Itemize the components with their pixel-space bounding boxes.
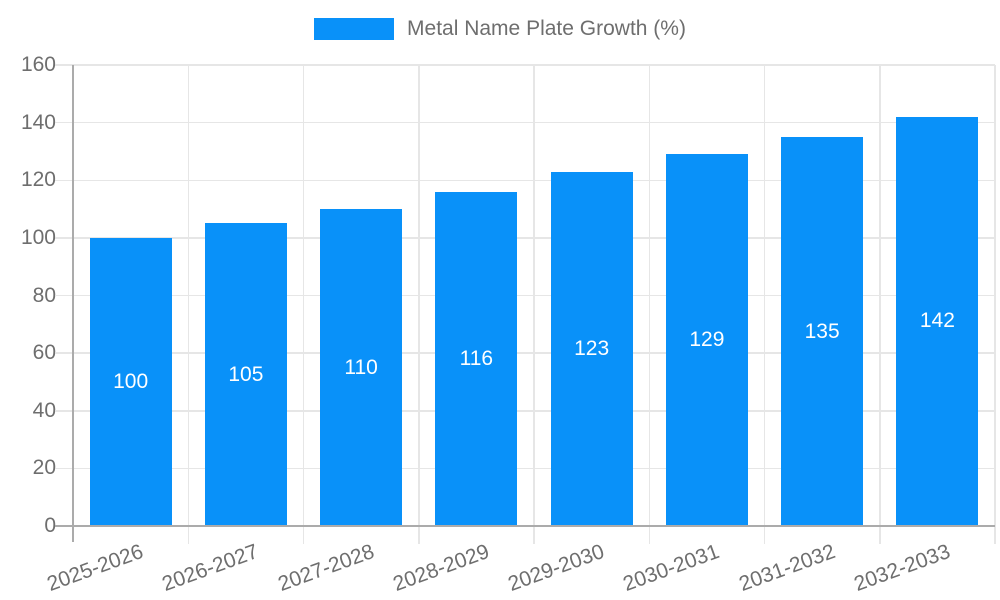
gridline-horizontal <box>55 410 995 412</box>
gridline-horizontal <box>55 64 995 66</box>
x-tick-label: 2026-2027 <box>159 540 262 596</box>
x-tick-label: 2031-2032 <box>735 540 838 596</box>
gridline-horizontal <box>55 294 995 297</box>
x-tick-label: 2029-2030 <box>505 540 608 596</box>
bar-value-label: 110 <box>344 355 378 379</box>
gridline-horizontal <box>55 352 995 354</box>
y-tick-label: 100 <box>20 225 56 249</box>
bar[interactable]: 142 <box>896 116 979 526</box>
x-axis-line <box>55 525 995 527</box>
y-tick-label: 140 <box>20 110 56 134</box>
y-tick-label: 40 <box>32 398 56 422</box>
gridline-vertical <box>533 65 535 544</box>
x-tick-label: 2027-2028 <box>274 540 377 596</box>
gridline-horizontal <box>55 179 995 181</box>
x-axis-labels: 2025-2026 2026-2027 2027-2028 2028-2029 2029… <box>0 540 1000 600</box>
bar[interactable]: 105 <box>204 223 287 526</box>
gridline-vertical <box>648 65 650 544</box>
y-tick-label: 160 <box>20 53 56 76</box>
y-tick-label: 120 <box>20 168 56 192</box>
bar-value-label: 116 <box>459 346 494 370</box>
legend[interactable]: Metal Name Plate Growth (%) <box>0 17 1000 41</box>
gridline-vertical <box>302 65 305 544</box>
legend-swatch <box>314 18 395 40</box>
gridline-horizontal <box>55 237 995 239</box>
gridline-vertical <box>187 65 189 544</box>
bar-value-label: 142 <box>919 309 955 333</box>
x-tick-label: 2028-2029 <box>389 540 493 596</box>
gridline-horizontal <box>55 121 995 124</box>
x-tick-label: 2030-2031 <box>620 540 723 596</box>
x-tick-label: 2025-2026 <box>44 540 147 596</box>
y-tick-label: 80 <box>32 283 56 307</box>
bar[interactable]: 123 <box>550 171 633 526</box>
bar-value-label: 123 <box>574 336 610 360</box>
bar-value-label: 135 <box>804 319 840 343</box>
bar-value-label: 129 <box>689 328 725 352</box>
bar[interactable]: 110 <box>320 209 403 526</box>
bar-value-label: 100 <box>113 369 149 393</box>
bar[interactable]: 100 <box>89 237 172 526</box>
gridline-vertical <box>994 65 996 544</box>
bar-value-label: 105 <box>228 362 264 386</box>
gridline-horizontal <box>55 467 995 470</box>
y-axis-labels: 0 20 40 60 80 100 120 140 160 <box>0 0 56 600</box>
legend-label: Metal Name Plate Growth (%) <box>407 17 686 40</box>
x-tick-label: 2032-2033 <box>850 540 954 596</box>
y-tick-label: 60 <box>32 341 56 365</box>
plot-area: 100 105 110 116 123 129 135 142 <box>55 64 996 544</box>
bar[interactable]: 135 <box>781 137 864 526</box>
gridline-vertical <box>418 65 420 544</box>
y-tick-label: 20 <box>32 456 56 480</box>
y-axis-line <box>72 65 74 542</box>
gridline-vertical <box>763 65 766 544</box>
bar[interactable]: 116 <box>435 191 518 526</box>
gridline-vertical <box>879 65 881 544</box>
y-tick-label: 0 <box>44 514 56 537</box>
bar[interactable]: 129 <box>665 154 748 526</box>
